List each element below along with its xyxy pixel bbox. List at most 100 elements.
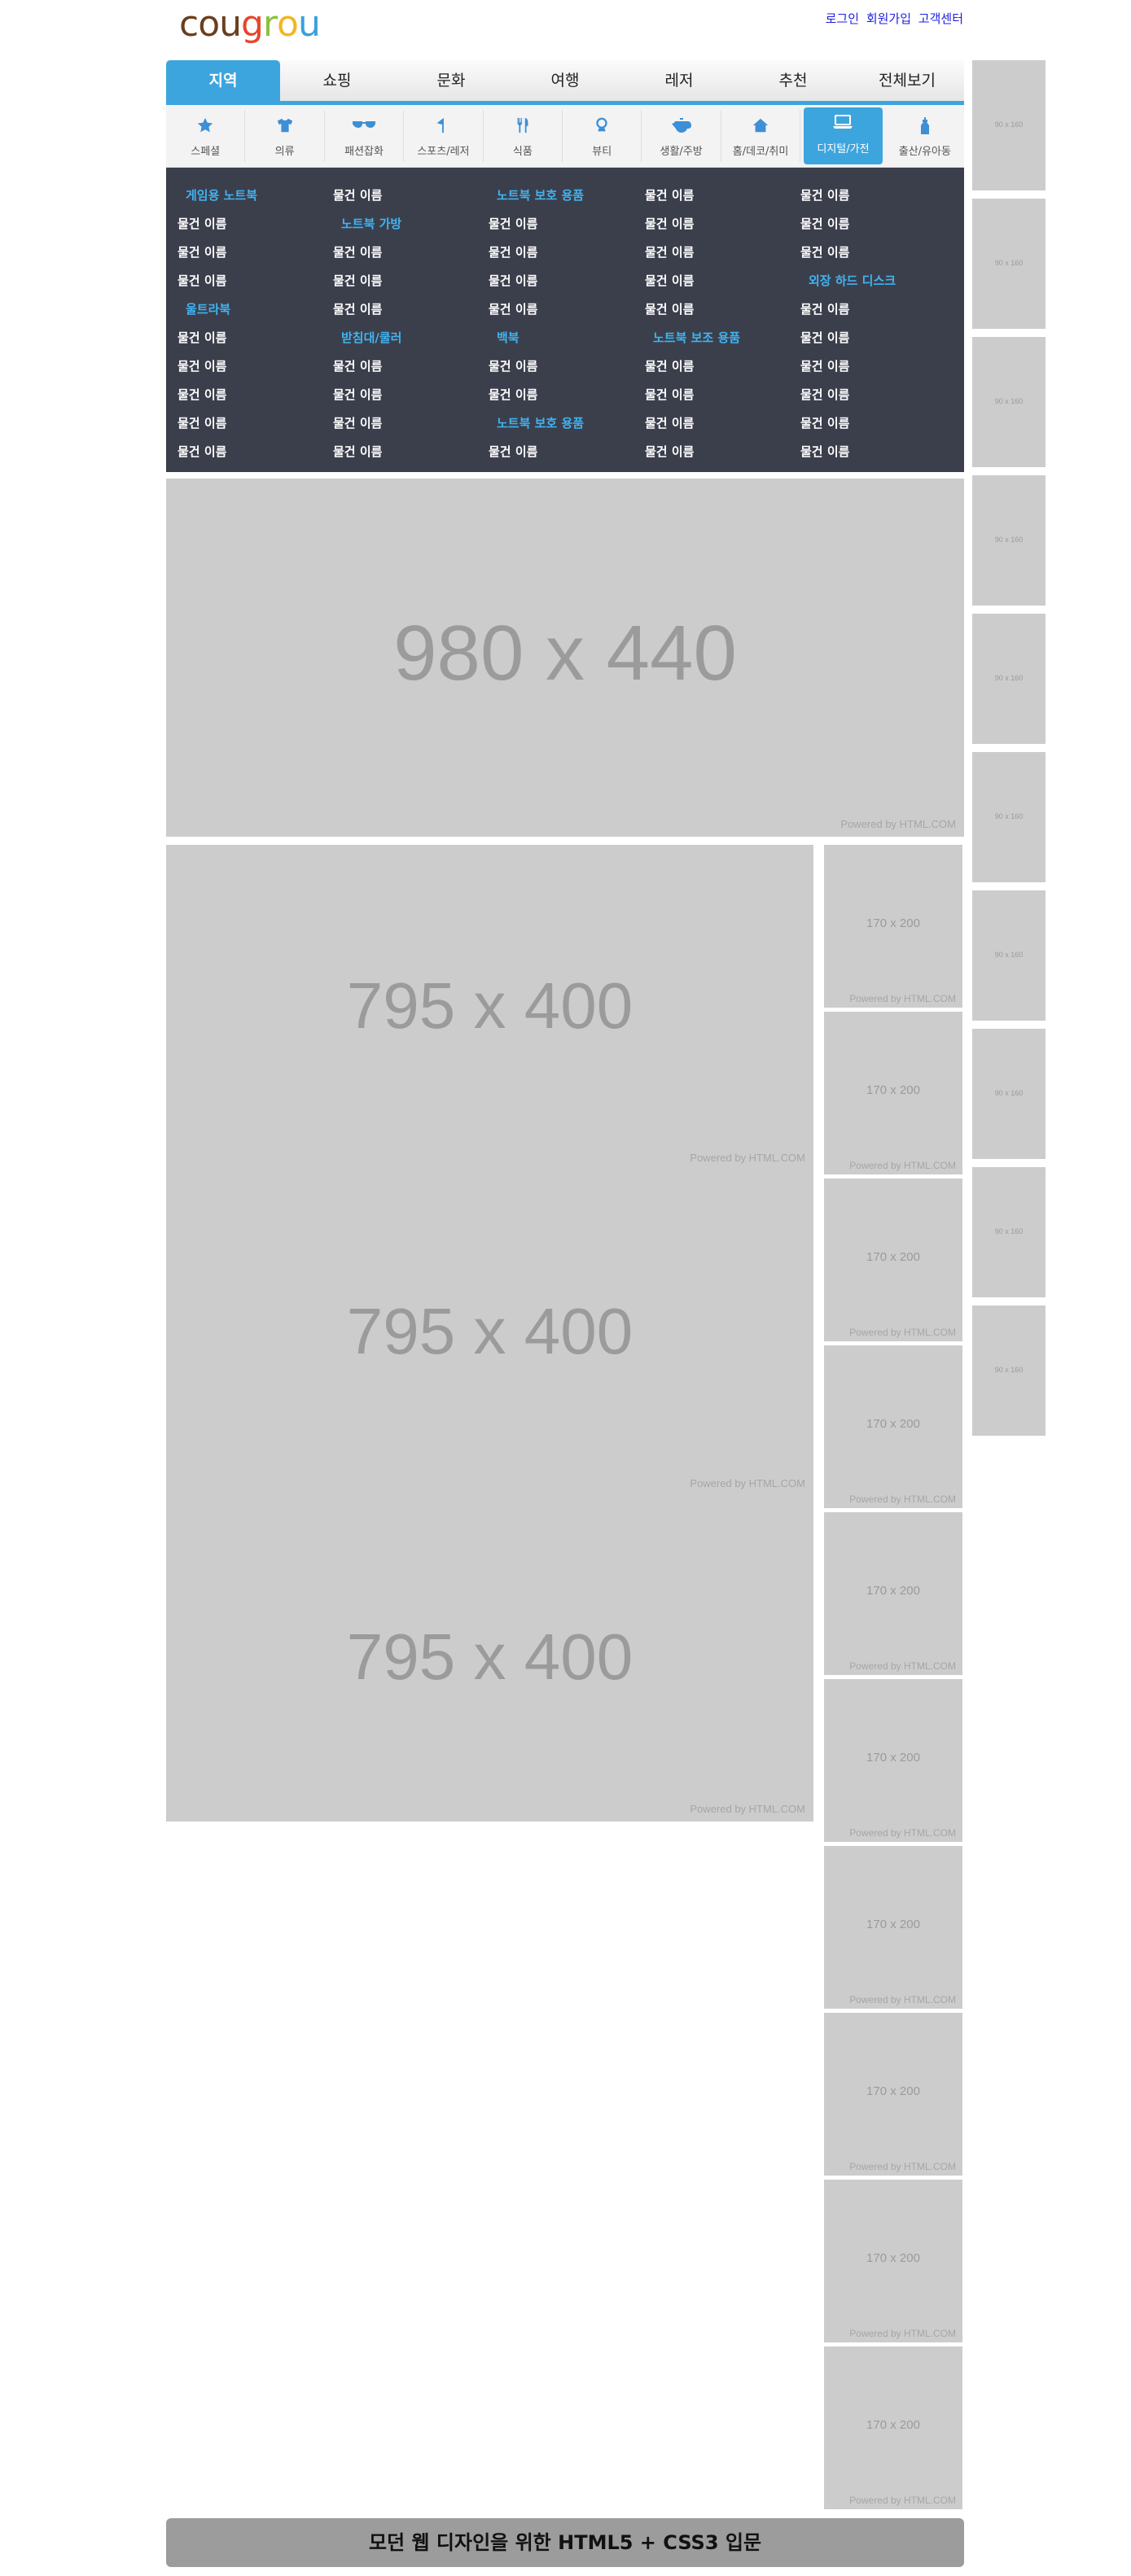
mega-menu-item[interactable]: 물건 이름: [800, 444, 850, 459]
login-link[interactable]: 로그인: [825, 11, 860, 26]
mega-menu-item[interactable]: 물건 이름: [489, 216, 538, 231]
category-item[interactable]: 출산/유아동: [886, 110, 964, 162]
side-banner[interactable]: 170 x 200 Powered by HTML.COM: [824, 1345, 962, 1508]
mega-menu-item[interactable]: 물건 이름: [489, 302, 538, 317]
right-ad-size: 90 x 160: [994, 120, 1024, 129]
side-banner[interactable]: 170 x 200 Powered by HTML.COM: [824, 1846, 962, 2009]
mega-menu-item[interactable]: 물건 이름: [800, 330, 850, 345]
category-label: 패션잡화: [344, 146, 384, 158]
mega-menu-item[interactable]: 물건 이름: [800, 359, 850, 374]
right-ad[interactable]: 90 x 160: [972, 1167, 1046, 1297]
top-links: 로그인 회원가입 고객센터: [822, 10, 963, 27]
side-banner[interactable]: 170 x 200 Powered by HTML.COM: [824, 845, 962, 1008]
nav-tab[interactable]: 전체보기: [879, 72, 936, 90]
main-banner[interactable]: 795 x 400 Powered by HTML.COM: [166, 1496, 813, 1822]
mega-menu-item[interactable]: 물건 이름: [645, 245, 695, 260]
main-banner[interactable]: 795 x 400 Powered by HTML.COM: [166, 1170, 813, 1496]
mega-menu-item[interactable]: 물건 이름: [178, 216, 227, 231]
hero-banner[interactable]: 980 x 440 Powered by HTML.COM: [166, 479, 964, 837]
mega-menu-category[interactable]: 울트라북: [186, 302, 231, 317]
mega-menu-item[interactable]: 물건 이름: [645, 188, 695, 203]
right-ad[interactable]: 90 x 160: [972, 475, 1046, 606]
mega-menu-item[interactable]: 물건 이름: [178, 330, 227, 345]
category-item[interactable]: 뷰티: [563, 110, 642, 162]
side-banner[interactable]: 170 x 200 Powered by HTML.COM: [824, 1512, 962, 1675]
mega-menu-item[interactable]: 물건 이름: [178, 416, 227, 431]
mega-menu-category[interactable]: 노트북 보호 용품: [497, 416, 585, 431]
mega-menu-item[interactable]: 물건 이름: [800, 387, 850, 402]
mega-menu-item[interactable]: 물건 이름: [645, 216, 695, 231]
nav-tab[interactable]: 추천: [778, 72, 808, 90]
right-ad[interactable]: 90 x 160: [972, 890, 1046, 1021]
mega-menu-category[interactable]: 외장 하드 디스크: [809, 273, 896, 288]
mega-menu-item[interactable]: 물건 이름: [178, 273, 227, 288]
category-item[interactable]: 의류: [245, 110, 325, 162]
side-banner[interactable]: 170 x 200 Powered by HTML.COM: [824, 1679, 962, 1842]
category-item[interactable]: 스페셜: [166, 110, 246, 162]
mega-menu-category[interactable]: 게임용 노트북: [186, 188, 258, 203]
signup-link[interactable]: 회원가입: [866, 11, 912, 26]
mega-menu-category[interactable]: 노트북 보조 용품: [653, 330, 741, 345]
mega-menu-item[interactable]: 물건 이름: [645, 416, 695, 431]
mega-menu-item[interactable]: 물건 이름: [489, 273, 538, 288]
mega-menu-item[interactable]: 물건 이름: [333, 302, 383, 317]
category-item[interactable]: 스포츠/레저: [404, 110, 484, 162]
side-banner[interactable]: 170 x 200 Powered by HTML.COM: [824, 2180, 962, 2342]
mega-menu-item[interactable]: 물건 이름: [645, 273, 695, 288]
mega-menu-item[interactable]: 물건 이름: [333, 188, 383, 203]
mega-menu-category[interactable]: 노트북 보호 용품: [497, 188, 585, 203]
category-item[interactable]: 생활/주방: [642, 110, 721, 162]
mega-menu-item[interactable]: 물건 이름: [178, 359, 227, 374]
category-item[interactable]: 식품: [484, 110, 563, 162]
mega-menu-item[interactable]: 물건 이름: [178, 444, 227, 459]
baby-bottle-icon: [886, 116, 964, 138]
mega-menu-item[interactable]: 물건 이름: [333, 245, 383, 260]
mega-menu-item[interactable]: 물건 이름: [645, 302, 695, 317]
mega-menu-item[interactable]: 물건 이름: [333, 387, 383, 402]
nav-tab[interactable]: 문화: [436, 72, 466, 90]
main-banner[interactable]: 795 x 400 Powered by HTML.COM: [166, 845, 813, 1170]
mega-menu-item[interactable]: 물건 이름: [800, 416, 850, 431]
right-ad[interactable]: 90 x 160: [972, 1305, 1046, 1436]
nav-tab[interactable]: 지역: [166, 60, 280, 101]
mega-menu-item[interactable]: 물건 이름: [800, 216, 850, 231]
nav-tab[interactable]: 쇼핑: [322, 72, 352, 90]
mega-menu-item[interactable]: 물건 이름: [333, 359, 383, 374]
mega-menu-category[interactable]: 받침대/쿨러: [341, 330, 402, 345]
mega-menu-item[interactable]: 물건 이름: [333, 416, 383, 431]
side-banner[interactable]: 170 x 200 Powered by HTML.COM: [824, 1012, 962, 1174]
mega-menu-item[interactable]: 물건 이름: [489, 245, 538, 260]
nav-tab[interactable]: 여행: [550, 72, 580, 90]
customer-center-link[interactable]: 고객센터: [918, 11, 963, 26]
mega-menu-item[interactable]: 물건 이름: [645, 444, 695, 459]
mega-menu-item[interactable]: 물건 이름: [178, 245, 227, 260]
side-banner[interactable]: 170 x 200 Powered by HTML.COM: [824, 2346, 962, 2509]
mega-menu-item[interactable]: 물건 이름: [333, 444, 383, 459]
logo-letter: c: [179, 3, 199, 45]
side-banner[interactable]: 170 x 200 Powered by HTML.COM: [824, 1179, 962, 1341]
category-item[interactable]: 홈/데코/취미: [721, 110, 801, 162]
right-ad[interactable]: 90 x 160: [972, 337, 1046, 467]
mega-menu-category[interactable]: 백북: [497, 330, 519, 345]
right-ad[interactable]: 90 x 160: [972, 60, 1046, 190]
right-ad[interactable]: 90 x 160: [972, 1029, 1046, 1159]
right-ad[interactable]: 90 x 160: [972, 752, 1046, 882]
site-logo[interactable]: cougrou: [179, 3, 321, 46]
category-item[interactable]: 디지털/가전: [804, 107, 883, 164]
nav-tab[interactable]: 레저: [664, 72, 694, 90]
right-ad[interactable]: 90 x 160: [972, 614, 1046, 744]
mega-menu-item[interactable]: 물건 이름: [489, 387, 538, 402]
side-banner[interactable]: 170 x 200 Powered by HTML.COM: [824, 2013, 962, 2176]
mega-menu-item[interactable]: 물건 이름: [333, 273, 383, 288]
right-ad[interactable]: 90 x 160: [972, 199, 1046, 329]
category-item[interactable]: 패션잡화: [325, 110, 405, 162]
mega-menu-item[interactable]: 물건 이름: [800, 302, 850, 317]
mega-menu-category[interactable]: 노트북 가방: [341, 216, 402, 231]
mega-menu-item[interactable]: 물건 이름: [489, 359, 538, 374]
mega-menu-item[interactable]: 물건 이름: [800, 245, 850, 260]
mega-menu-item[interactable]: 물건 이름: [489, 444, 538, 459]
mega-menu-item[interactable]: 물건 이름: [178, 387, 227, 402]
mega-menu-item[interactable]: 물건 이름: [645, 359, 695, 374]
mega-menu-item[interactable]: 물건 이름: [800, 188, 850, 203]
mega-menu-item[interactable]: 물건 이름: [645, 387, 695, 402]
